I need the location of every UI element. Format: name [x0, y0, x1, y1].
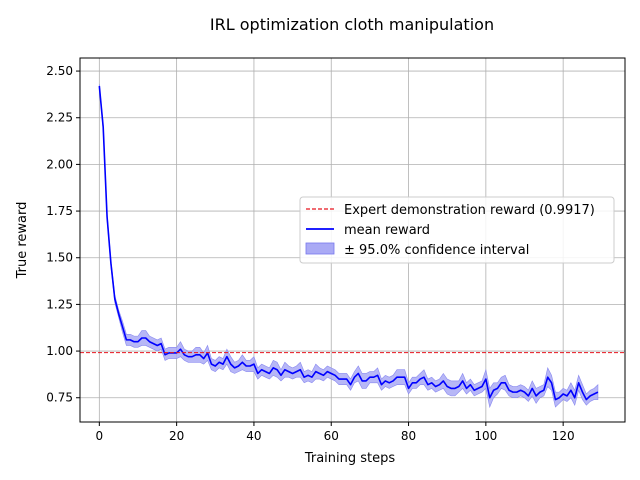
x-tick-label: 120 [552, 429, 575, 443]
legend-box [299, 196, 615, 264]
mean-reward-line [98, 85, 599, 401]
y-tick-label: 1.00 [46, 344, 73, 358]
y-tick-label: 1.50 [46, 251, 73, 265]
y-tick-label: 2.50 [46, 64, 73, 78]
y-tick-label: 2.00 [46, 157, 73, 171]
y-tick-label: 1.75 [46, 204, 73, 218]
x-tick-label: 0 [96, 429, 104, 443]
x-tick-label: 80 [401, 429, 416, 443]
y-tick-label: 2.25 [46, 111, 73, 125]
y-tick-label: 1.25 [46, 297, 73, 311]
legend-band-swatch [305, 242, 335, 255]
plot-area [80, 84, 625, 409]
x-tick-label: 20 [169, 429, 184, 443]
y-axis-label: True reward [15, 202, 30, 280]
x-tick-label: 60 [324, 429, 339, 443]
x-tick-label: 100 [474, 429, 497, 443]
x-tick-label: 40 [246, 429, 261, 443]
confidence-band [99, 84, 599, 409]
y-tick-label: 0.75 [46, 391, 73, 405]
legend-mean-label: mean reward [344, 223, 430, 238]
legend-band-label: ± 95.0% confidence interval [344, 243, 529, 258]
chart-title: IRL optimization cloth manipulation [210, 15, 494, 34]
x-axis-label: Training steps [304, 451, 396, 466]
legend: Expert demonstration reward (0.9917) mea… [299, 196, 615, 264]
x-axis: 0 20 40 60 80 100 120 [96, 422, 575, 443]
y-axis: 0.75 1.00 1.25 1.50 1.75 2.00 2.25 2.50 [46, 64, 80, 405]
axes-frame [79, 57, 626, 423]
legend-expert-label: Expert demonstration reward (0.9917) [344, 203, 595, 218]
